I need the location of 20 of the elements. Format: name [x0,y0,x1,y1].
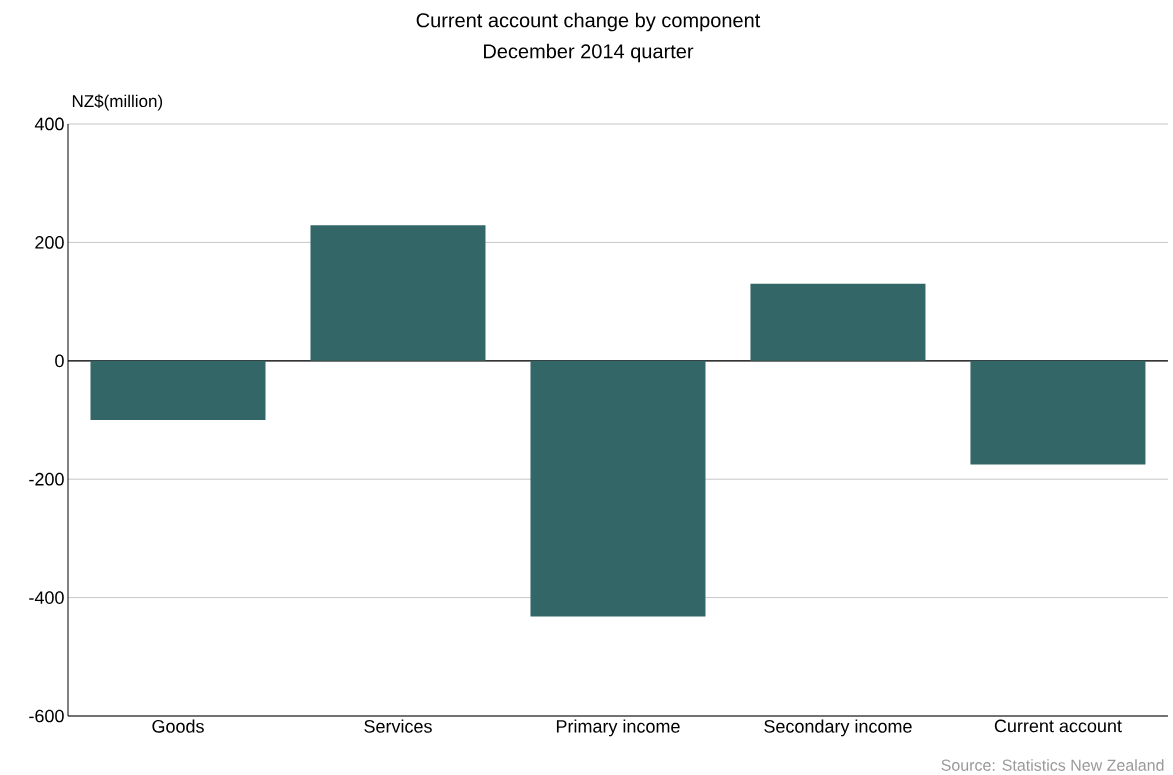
bar [310,225,486,361]
y-tick-label: 200 [35,236,64,249]
x-tick-label: Secondary income [764,719,912,737]
x-tick-label: Primary income [556,719,680,737]
bar [750,283,926,361]
y-tick-label: -600 [29,709,64,723]
bar [530,360,706,617]
source-note: Source: Statistics New Zealand [941,759,1164,771]
y-tick-label: 0 [55,354,64,368]
y-tick-label: 400 [34,117,64,131]
chart-title: Current account change by component [416,12,761,32]
x-tick-label: Current account [994,719,1122,733]
bar [90,360,266,420]
x-tick-label: Goods [152,719,204,733]
x-tick-label: Services [364,719,432,733]
y-tick-label: -400 [29,591,64,604]
chart-subtitle: December 2014 quarter [484,43,694,63]
y-tick-label: -200 [29,472,64,486]
bar [970,360,1146,465]
y-axis-title: NZ$(million) [72,94,163,111]
